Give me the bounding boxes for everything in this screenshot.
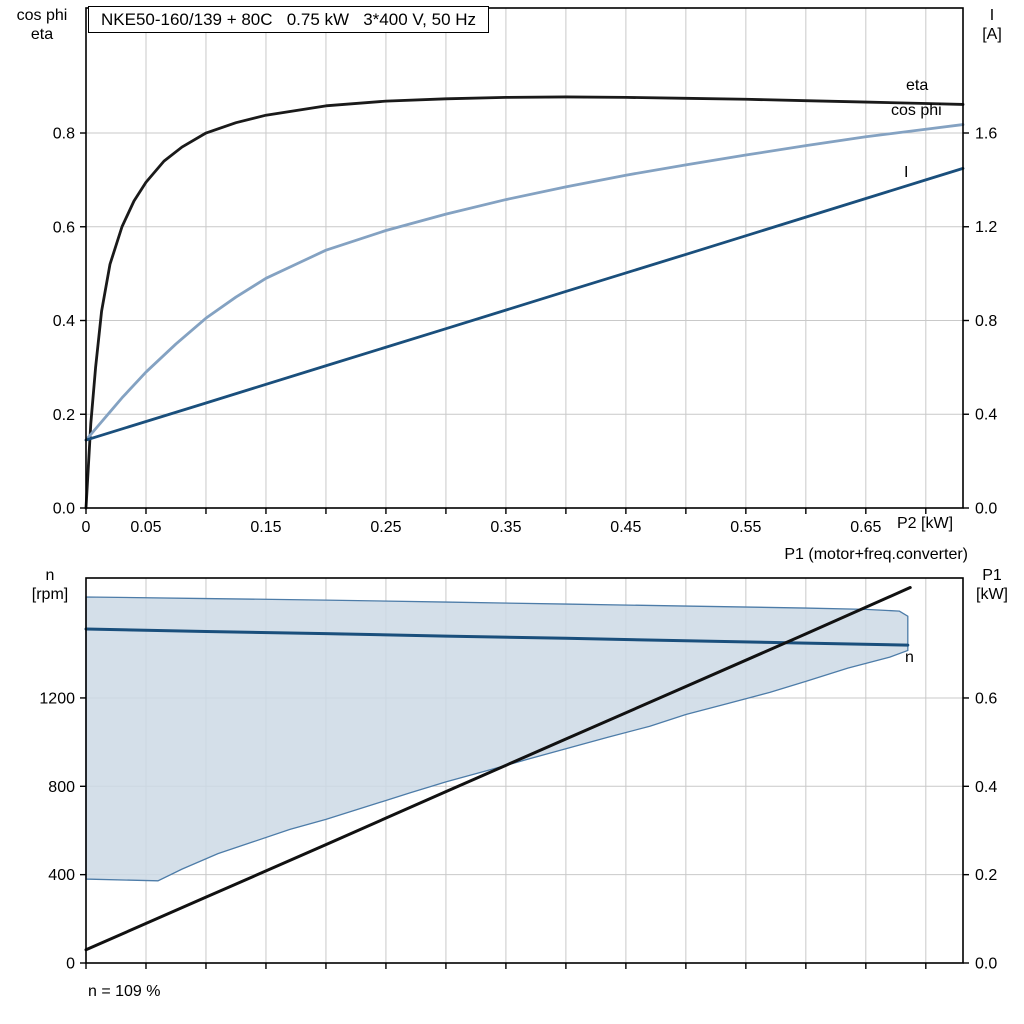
p1-series-caption: P1 (motor+freq.converter): [784, 546, 968, 563]
y-left-tick-label: 1200: [39, 690, 75, 707]
series-current: [84, 166, 965, 442]
y-right-tick-label: 0.2: [975, 867, 997, 884]
top-left-axis-title-line1: cos phi: [16, 7, 68, 24]
top-right-axis-title: I [A]: [964, 6, 1020, 44]
series-p1: [84, 586, 912, 952]
top-right-axis-title-line1: I: [989, 7, 995, 24]
y-left-tick-label: 0: [66, 956, 75, 973]
top-left-axis-title: cos phi eta: [2, 6, 82, 44]
y-left-tick-label: 400: [48, 867, 75, 884]
plot-frame: [85, 7, 964, 509]
speed-note: n = 109 %: [88, 983, 161, 1000]
y-left-tick-label: 0.6: [53, 219, 75, 236]
x-tick-label: 0.15: [250, 519, 281, 536]
x-tick-label: 0.35: [490, 519, 521, 536]
curve-label-eta: eta: [906, 77, 928, 94]
y-right-tick-label: 1.2: [975, 219, 997, 236]
y-right-tick-label: 0.4: [975, 407, 997, 424]
bottom-right-axis-title-line1: P1: [982, 567, 1002, 584]
curve-label-speed: n: [905, 649, 914, 666]
y-right-tick-label: 0.0: [975, 501, 997, 518]
top-left-axis-title-line2: eta: [30, 26, 54, 43]
y-left-tick-label: 800: [48, 779, 75, 796]
y-left-tick-label: 0.4: [53, 313, 75, 330]
y-left-tick-label: 0.2: [53, 407, 75, 424]
x-tick-label: 0.25: [370, 519, 401, 536]
curve-label-cos-phi: cos phi: [891, 102, 942, 119]
y-right-tick-label: 0.8: [975, 313, 997, 330]
y-right-tick-label: 0.6: [975, 690, 997, 707]
x-tick-label: 0.45: [610, 519, 641, 536]
x-tick-label: 0: [82, 519, 91, 536]
x-tick-label: 0.55: [730, 519, 761, 536]
bottom-left-axis-title-line1: n: [45, 567, 55, 584]
bottom-right-axis-title-line2: [kW]: [976, 586, 1008, 603]
x-tick-label: 0.65: [850, 519, 881, 536]
top-right-axis-title-line2: [A]: [982, 26, 1002, 43]
bottom-right-axis-title: P1 [kW]: [962, 566, 1022, 604]
series-eta: [84, 95, 965, 510]
curve-label-current: I: [904, 164, 908, 181]
bottom-left-axis-title: n [rpm]: [14, 566, 86, 604]
y-right-tick-label: 0.0: [975, 956, 997, 973]
operating-range-band: [85, 596, 909, 882]
y-left-tick-label: 0.8: [53, 126, 75, 143]
x-axis-label: P2 [kW]: [897, 515, 954, 532]
bottom-left-axis-title-line2: [rpm]: [31, 586, 69, 603]
chart-title: NKE50-160/139 + 80C 0.75 kW 3*400 V, 50 …: [88, 6, 490, 33]
plot-frame: [85, 577, 964, 964]
y-right-tick-label: 1.6: [975, 125, 997, 142]
series-cos-phi: [84, 123, 965, 442]
x-tick-label: 0.05: [130, 519, 161, 536]
y-right-tick-label: 0.4: [975, 779, 997, 796]
y-left-tick-label: 0.0: [53, 501, 75, 518]
